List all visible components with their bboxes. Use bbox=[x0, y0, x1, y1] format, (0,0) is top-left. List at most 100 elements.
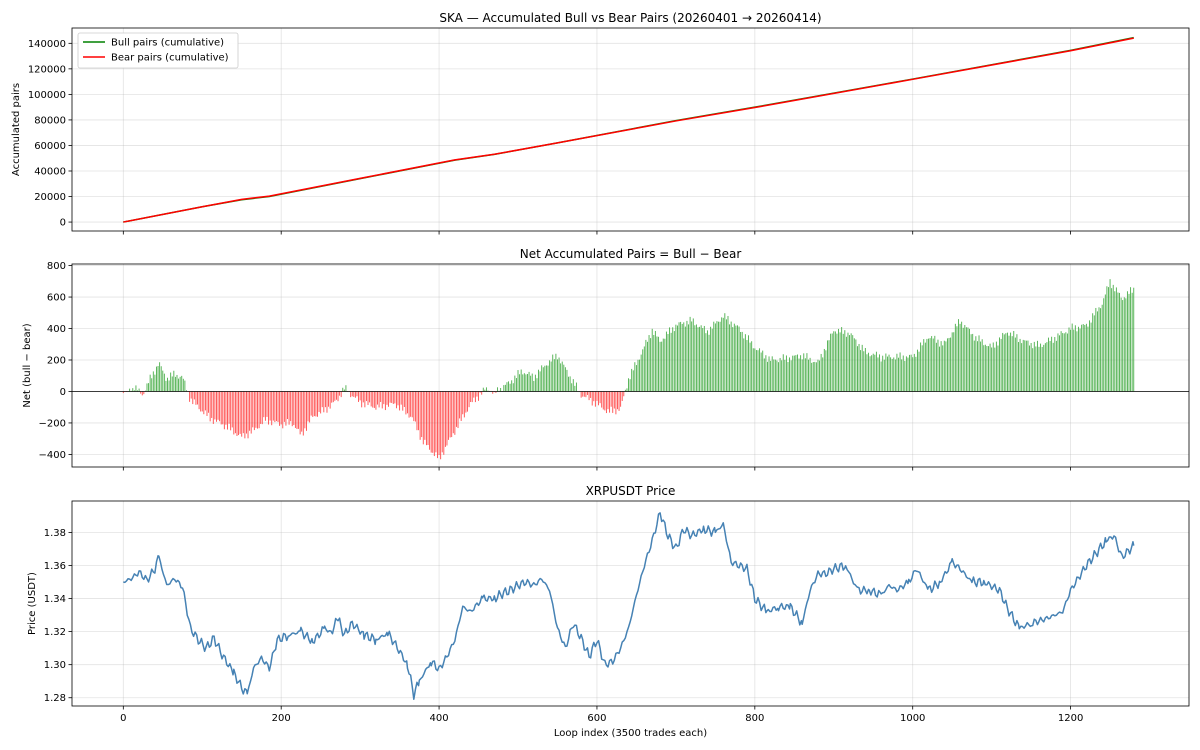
net-bar bbox=[301, 391, 303, 432]
net-bar bbox=[1093, 315, 1095, 392]
net-bar bbox=[763, 358, 765, 392]
net-bar bbox=[737, 325, 738, 392]
net-bar bbox=[594, 391, 596, 407]
net-bar bbox=[485, 387, 487, 392]
net-bar bbox=[1081, 324, 1083, 392]
net-bar bbox=[727, 315, 729, 392]
net-bar bbox=[1048, 337, 1049, 392]
net-bar bbox=[847, 332, 849, 392]
net-bar bbox=[366, 391, 367, 402]
net-bar bbox=[705, 333, 707, 392]
net-bar bbox=[853, 338, 855, 392]
net-bar bbox=[208, 391, 210, 413]
net-bar bbox=[801, 359, 803, 392]
net-bar bbox=[1033, 341, 1035, 392]
net-bar bbox=[684, 326, 686, 392]
ytick-label-cumulative-7: 140000 bbox=[28, 39, 66, 50]
ytick-label-net-4: 400 bbox=[47, 324, 66, 335]
net-bar bbox=[504, 384, 506, 392]
net-bar bbox=[1025, 340, 1027, 392]
net-bar bbox=[692, 318, 694, 392]
net-bar bbox=[880, 361, 882, 392]
net-bar bbox=[1059, 335, 1060, 392]
net-bar bbox=[868, 352, 869, 392]
net-bar bbox=[451, 391, 453, 438]
net-bar bbox=[553, 359, 555, 392]
net-bar bbox=[1011, 336, 1013, 392]
net-bar bbox=[317, 391, 318, 417]
net-bar bbox=[492, 391, 494, 394]
net-bar bbox=[283, 391, 285, 422]
net-bar bbox=[383, 391, 385, 405]
net-bar bbox=[411, 391, 413, 418]
net-bar bbox=[842, 333, 844, 392]
net-bar bbox=[345, 385, 347, 392]
net-bar bbox=[438, 391, 440, 455]
net-bar bbox=[405, 391, 407, 415]
net-bar bbox=[932, 338, 934, 392]
net-bar bbox=[354, 391, 356, 398]
net-bar bbox=[1079, 328, 1081, 392]
ylabel-net: Net (bull − bear) bbox=[22, 323, 33, 407]
net-bar bbox=[506, 382, 508, 392]
net-bar bbox=[380, 391, 382, 402]
net-bar bbox=[677, 325, 678, 392]
net-bar bbox=[612, 391, 614, 413]
net-bar bbox=[258, 391, 260, 429]
net-bar bbox=[178, 378, 180, 392]
net-bar bbox=[266, 391, 268, 417]
net-bar bbox=[901, 359, 903, 392]
net-bar bbox=[1052, 342, 1054, 392]
net-bar bbox=[402, 391, 404, 411]
net-bar bbox=[260, 391, 262, 424]
net-bar bbox=[263, 391, 265, 418]
net-bar bbox=[545, 365, 547, 392]
net-bar bbox=[503, 385, 505, 392]
net-bar bbox=[983, 345, 985, 392]
xtick-label-800: 800 bbox=[745, 713, 764, 724]
net-bar bbox=[179, 376, 181, 392]
net-bar bbox=[1100, 308, 1102, 392]
net-bar bbox=[904, 360, 906, 392]
net-bar bbox=[648, 335, 650, 392]
net-bar bbox=[1123, 297, 1125, 392]
net-bar bbox=[997, 345, 999, 392]
xlabel: Loop index (3500 trades each) bbox=[554, 728, 707, 739]
net-bar bbox=[699, 326, 701, 392]
net-bar bbox=[1019, 338, 1021, 392]
net-bar bbox=[437, 391, 438, 459]
net-bar bbox=[479, 391, 481, 393]
net-bar bbox=[534, 374, 536, 392]
xtick-label-0: 0 bbox=[120, 713, 126, 724]
net-bar bbox=[460, 391, 462, 421]
ytick-label-cumulative-5: 100000 bbox=[28, 90, 66, 101]
yticks-net: −400 −200 0 200 400 600 800 bbox=[39, 261, 72, 461]
net-bar bbox=[1051, 336, 1053, 392]
plot-area-price bbox=[72, 501, 1189, 706]
net-bar bbox=[514, 375, 516, 392]
series-lines-price bbox=[123, 512, 1135, 700]
ytick-label-cumulative-3: 60000 bbox=[34, 141, 66, 152]
net-bar bbox=[1068, 327, 1070, 392]
net-bar bbox=[749, 342, 751, 392]
net-bar bbox=[631, 368, 633, 392]
net-bar bbox=[435, 391, 437, 453]
net-bar bbox=[864, 347, 866, 392]
net-bar bbox=[1111, 288, 1113, 392]
net-bar bbox=[907, 357, 909, 392]
net-bar bbox=[511, 380, 513, 392]
net-bar bbox=[793, 355, 795, 392]
net-bar bbox=[343, 389, 345, 392]
net-bar bbox=[626, 388, 628, 392]
net-bar bbox=[268, 391, 270, 425]
net-bar bbox=[645, 339, 647, 392]
ytick-label-net-0: −400 bbox=[39, 450, 66, 461]
net-bar bbox=[678, 322, 680, 392]
net-bar bbox=[956, 326, 958, 392]
net-bar bbox=[984, 344, 986, 392]
net-bar bbox=[740, 331, 742, 392]
net-bar bbox=[174, 376, 176, 392]
series-line-bear bbox=[123, 37, 1134, 223]
net-bar bbox=[241, 391, 243, 437]
net-bar bbox=[277, 391, 279, 423]
